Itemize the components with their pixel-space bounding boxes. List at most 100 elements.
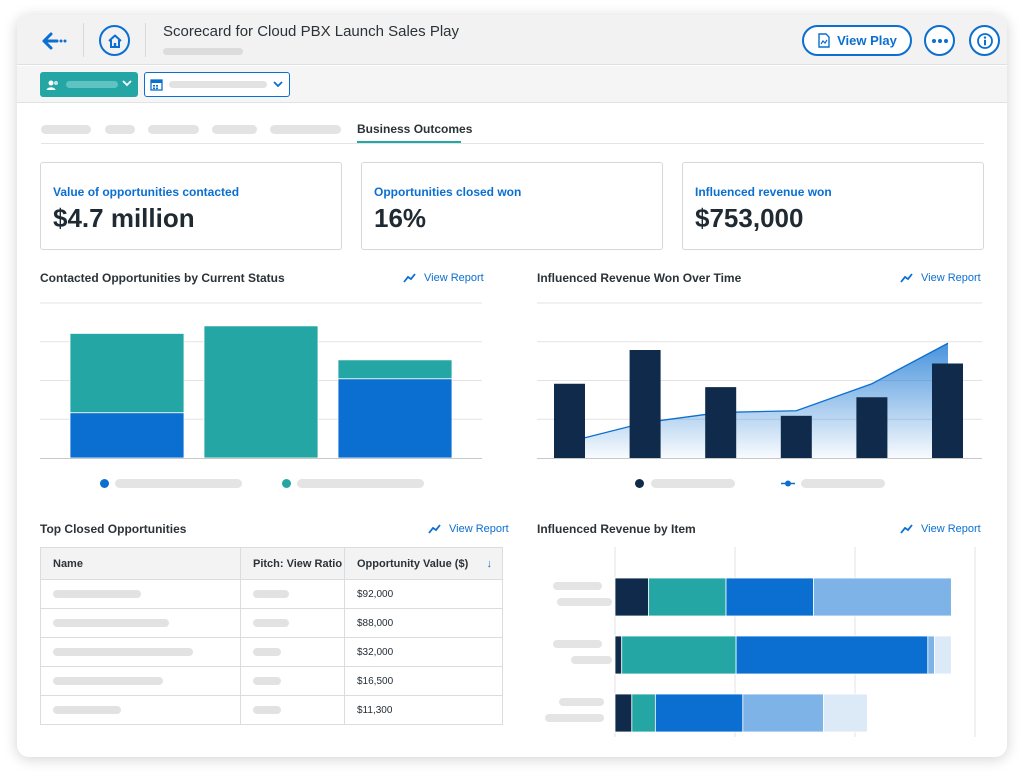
column-header-ratio[interactable]: Pitch: View Ratio bbox=[240, 547, 345, 580]
trend-line-icon bbox=[403, 273, 416, 283]
view-play-label: View Play bbox=[837, 33, 897, 48]
table-row[interactable]: $88,000 bbox=[40, 608, 503, 638]
info-button[interactable] bbox=[969, 25, 1000, 56]
bar bbox=[554, 383, 585, 458]
column-header-value-label: Opportunity Value ($) bbox=[357, 557, 469, 570]
name-cell bbox=[40, 579, 241, 609]
influenced-revenue-time-chart bbox=[537, 302, 982, 459]
bar-segment bbox=[337, 359, 453, 380]
legend-label bbox=[297, 479, 424, 488]
influenced-revenue-item-chart bbox=[545, 547, 976, 737]
section-title: Top Closed Opportunities bbox=[40, 522, 187, 536]
page-title: Scorecard for Cloud PBX Launch Sales Pla… bbox=[163, 23, 459, 40]
kpi-value: 16% bbox=[374, 203, 427, 233]
tab-placeholder[interactable] bbox=[105, 125, 135, 134]
kpi-value: $4.7 million bbox=[53, 203, 195, 233]
bar-segment bbox=[725, 577, 814, 617]
kpi-label: Value of opportunities contacted bbox=[53, 185, 240, 199]
more-icon bbox=[931, 38, 948, 43]
section-title: Influenced Revenue Won Over Time bbox=[537, 271, 742, 285]
kpi-value: $753,000 bbox=[695, 203, 804, 233]
view-report-label: View Report bbox=[921, 272, 981, 284]
view-report-link[interactable]: View Report bbox=[900, 523, 981, 535]
category-label bbox=[557, 598, 612, 606]
bar bbox=[932, 363, 963, 458]
name-cell bbox=[40, 637, 241, 667]
bar-segment bbox=[69, 333, 185, 414]
tab-bar: Business Outcomes bbox=[41, 122, 984, 144]
bar-segment bbox=[654, 693, 744, 733]
tab-business-outcomes[interactable]: Business Outcomes bbox=[357, 122, 473, 136]
bar-segment bbox=[742, 693, 824, 733]
people-icon bbox=[46, 80, 58, 90]
bar-segment bbox=[823, 693, 868, 733]
kpi-label: Opportunities closed won bbox=[374, 185, 522, 199]
bar-segment bbox=[203, 325, 319, 459]
divider bbox=[145, 23, 146, 57]
view-report-label: View Report bbox=[424, 272, 484, 284]
legend-label bbox=[801, 479, 885, 488]
legend-swatch bbox=[100, 479, 109, 488]
home-icon bbox=[107, 34, 122, 48]
table-row[interactable]: $32,000 bbox=[40, 637, 503, 667]
value-cell: $92,000 bbox=[344, 579, 503, 609]
category-label bbox=[571, 656, 612, 664]
view-play-button[interactable]: View Play bbox=[802, 25, 912, 56]
table-row[interactable]: $92,000 bbox=[40, 579, 503, 609]
legend-line-marker bbox=[781, 480, 795, 487]
kpi-label: Influenced revenue won bbox=[695, 185, 832, 199]
bar-segment bbox=[614, 577, 650, 617]
calendar-icon bbox=[150, 79, 163, 91]
category-label bbox=[553, 640, 602, 648]
trend-line-icon bbox=[900, 524, 913, 534]
name-cell bbox=[40, 695, 241, 725]
filter-bar bbox=[17, 66, 1007, 103]
top-closed-table: Name Pitch: View Ratio Opportunity Value… bbox=[40, 547, 503, 725]
contacted-opportunities-chart bbox=[40, 302, 482, 459]
home-button[interactable] bbox=[99, 25, 130, 56]
table-row[interactable]: $16,500 bbox=[40, 666, 503, 696]
view-report-label: View Report bbox=[449, 523, 509, 535]
value-cell: $11,300 bbox=[344, 695, 503, 725]
bar-segment bbox=[934, 635, 952, 675]
active-tab-indicator bbox=[357, 141, 461, 143]
back-arrow-icon bbox=[42, 32, 67, 50]
page-subtitle bbox=[163, 48, 243, 55]
info-icon bbox=[976, 32, 993, 49]
bar-segment bbox=[648, 577, 727, 617]
ratio-cell bbox=[240, 666, 345, 696]
view-report-link[interactable]: View Report bbox=[900, 272, 981, 284]
date-filter-dropdown[interactable] bbox=[144, 72, 290, 97]
chevron-down-icon bbox=[273, 81, 283, 88]
back-button[interactable] bbox=[39, 27, 73, 55]
tab-placeholder[interactable] bbox=[270, 125, 341, 134]
header-bar: Scorecard for Cloud PBX Launch Sales Pla… bbox=[17, 15, 1007, 65]
table-row[interactable]: $11,300 bbox=[40, 695, 503, 725]
sort-down-icon[interactable]: ↓ bbox=[486, 557, 493, 570]
tab-placeholder[interactable] bbox=[41, 125, 91, 134]
bar bbox=[629, 350, 661, 458]
more-button[interactable] bbox=[924, 25, 955, 56]
bar-segment bbox=[813, 577, 952, 617]
name-cell bbox=[40, 666, 241, 696]
divider bbox=[83, 23, 84, 57]
category-label bbox=[553, 582, 602, 590]
column-header-name[interactable]: Name bbox=[40, 547, 241, 580]
bar-segment bbox=[614, 693, 633, 733]
legend-swatch bbox=[635, 479, 644, 488]
value-cell: $88,000 bbox=[344, 608, 503, 638]
name-cell bbox=[40, 608, 241, 638]
category-label bbox=[545, 714, 604, 722]
value-cell: $16,500 bbox=[344, 666, 503, 696]
bar-segment bbox=[337, 378, 453, 459]
team-filter-dropdown[interactable] bbox=[40, 72, 138, 97]
trend-line-icon bbox=[900, 273, 913, 283]
section-title: Contacted Opportunities by Current Statu… bbox=[40, 271, 285, 285]
column-header-value[interactable]: Opportunity Value ($) ↓ bbox=[344, 547, 503, 580]
view-report-link[interactable]: View Report bbox=[428, 523, 509, 535]
tab-placeholder[interactable] bbox=[148, 125, 199, 134]
ratio-cell bbox=[240, 608, 345, 638]
bar-segment bbox=[614, 635, 623, 675]
view-report-link[interactable]: View Report bbox=[403, 272, 484, 284]
tab-placeholder[interactable] bbox=[212, 125, 257, 134]
